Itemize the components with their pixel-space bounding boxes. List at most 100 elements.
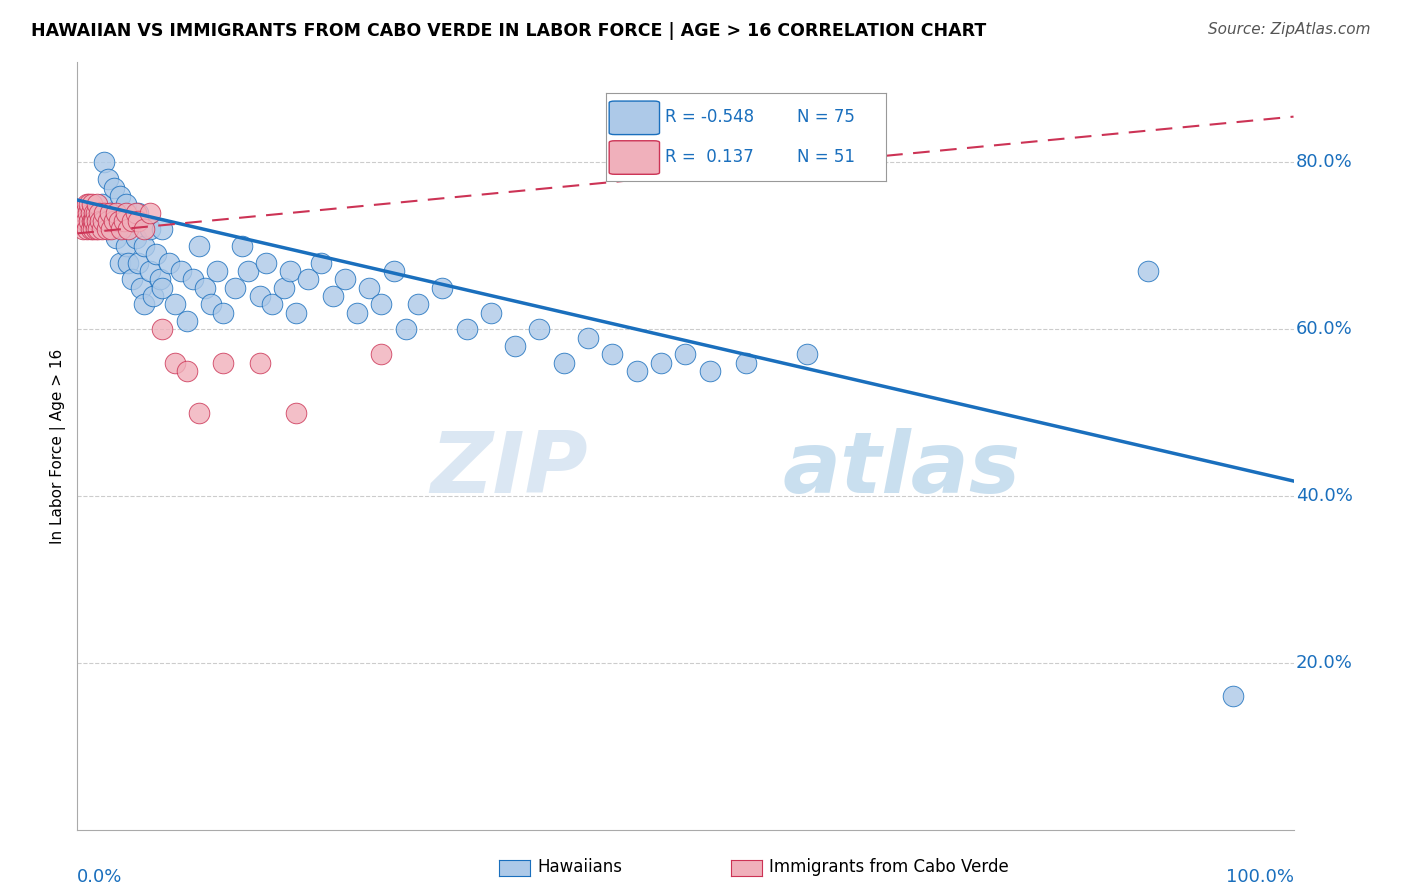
Point (115, 239, 138, 253)
Point (529, 322, 551, 336)
Point (97, 172, 120, 186)
Point (188, 406, 211, 420)
Point (139, 222, 162, 236)
Point (103, 180, 125, 194)
Point (121, 214, 143, 228)
Point (127, 214, 149, 228)
Point (97, 214, 120, 228)
Point (86, 214, 108, 228)
Point (80, 222, 103, 236)
Point (163, 297, 186, 311)
Text: 0.0%: 0.0% (77, 868, 122, 886)
Point (285, 305, 308, 319)
Point (675, 347, 697, 361)
Point (79, 197, 101, 211)
Point (278, 264, 301, 278)
Point (134, 222, 156, 236)
Point (134, 239, 156, 253)
Point (89, 214, 111, 228)
Point (382, 264, 405, 278)
Point (115, 197, 138, 211)
Point (176, 314, 198, 328)
Point (200, 297, 222, 311)
Point (576, 330, 599, 344)
Point (76, 197, 98, 211)
Point (370, 347, 392, 361)
Point (249, 289, 271, 303)
Point (100, 205, 122, 219)
Point (129, 280, 152, 294)
Point (157, 255, 180, 269)
Point (553, 356, 575, 370)
Point (86, 197, 108, 211)
Point (260, 297, 283, 311)
Point (89, 205, 111, 219)
Point (145, 247, 167, 261)
Point (333, 272, 356, 286)
Point (121, 272, 143, 286)
Point (236, 264, 259, 278)
Point (1222, 689, 1244, 703)
Point (152, 222, 174, 236)
Point (205, 264, 228, 278)
Point (93, 205, 115, 219)
Point (115, 205, 138, 219)
Point (479, 305, 502, 319)
Point (110, 222, 132, 236)
Point (98, 205, 121, 219)
Point (194, 280, 217, 294)
Point (105, 230, 128, 244)
Point (176, 364, 198, 378)
Point (1136, 264, 1159, 278)
Point (108, 189, 131, 203)
Point (87, 222, 110, 236)
Text: Immigrants from Cabo Verde: Immigrants from Cabo Verde (769, 858, 1010, 876)
Point (142, 289, 165, 303)
Text: ZIP: ZIP (430, 427, 588, 510)
Point (181, 272, 204, 286)
Text: 60.0%: 60.0% (1296, 320, 1353, 338)
Point (125, 230, 148, 244)
Point (503, 339, 526, 353)
Point (91, 214, 114, 228)
Point (430, 280, 453, 294)
Point (70, 214, 93, 228)
Point (297, 272, 319, 286)
Point (224, 280, 246, 294)
Point (170, 264, 193, 278)
Point (134, 297, 156, 311)
Point (84, 205, 107, 219)
Point (97, 222, 120, 236)
Point (93, 155, 115, 169)
Point (105, 205, 128, 219)
Point (84, 214, 107, 228)
Point (112, 222, 135, 236)
Point (73, 205, 96, 219)
Point (83, 214, 105, 228)
Point (77, 205, 100, 219)
Text: Source: ZipAtlas.com: Source: ZipAtlas.com (1208, 22, 1371, 37)
Point (152, 280, 174, 294)
Point (84, 222, 107, 236)
Point (80, 205, 103, 219)
Point (96, 222, 118, 236)
Text: 20.0%: 20.0% (1296, 654, 1353, 672)
Point (188, 239, 211, 253)
Text: 40.0%: 40.0% (1296, 487, 1353, 505)
Point (149, 272, 172, 286)
Point (254, 255, 277, 269)
Point (127, 205, 149, 219)
Point (406, 297, 429, 311)
Point (626, 364, 648, 378)
Point (107, 214, 129, 228)
Point (72, 222, 94, 236)
Point (121, 214, 143, 228)
Point (359, 280, 381, 294)
Point (75, 214, 97, 228)
Point (100, 222, 122, 236)
Point (90, 222, 112, 236)
Point (127, 255, 149, 269)
Point (285, 406, 308, 420)
Point (125, 205, 148, 219)
Point (90, 197, 112, 211)
